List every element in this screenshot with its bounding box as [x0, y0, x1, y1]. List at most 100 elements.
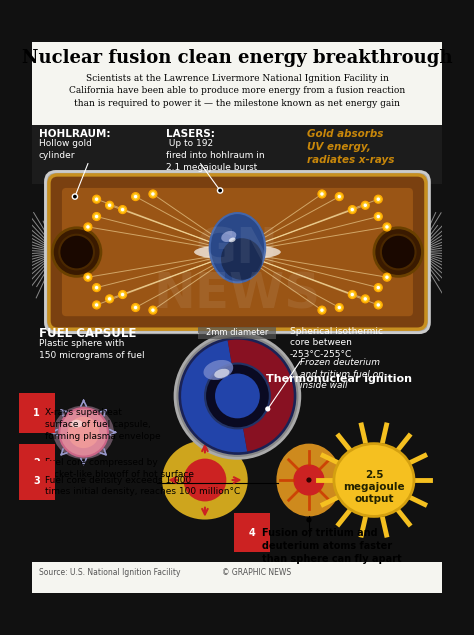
- Ellipse shape: [221, 231, 237, 242]
- Text: 4: 4: [248, 528, 255, 538]
- Ellipse shape: [210, 213, 265, 283]
- Text: 2: 2: [33, 458, 40, 469]
- Ellipse shape: [276, 444, 341, 516]
- Text: X-rays superheat
surface of fuel capsule,
forming plasma envelope: X-rays superheat surface of fuel capsule…: [46, 408, 161, 441]
- Circle shape: [84, 223, 92, 231]
- Circle shape: [376, 197, 380, 201]
- Text: © GRAPHIC NEWS: © GRAPHIC NEWS: [222, 568, 292, 577]
- Circle shape: [183, 458, 227, 502]
- Circle shape: [361, 201, 369, 209]
- Circle shape: [318, 306, 326, 314]
- Text: Thermonuclear ignition: Thermonuclear ignition: [265, 374, 411, 384]
- Circle shape: [93, 301, 100, 309]
- Circle shape: [215, 373, 260, 418]
- Circle shape: [93, 213, 100, 220]
- Circle shape: [374, 301, 382, 309]
- Circle shape: [59, 408, 108, 457]
- Ellipse shape: [162, 441, 248, 519]
- Text: Plastic sphere with
150 micrograms of fuel: Plastic sphere with 150 micrograms of fu…: [38, 338, 144, 359]
- Circle shape: [383, 273, 391, 281]
- Circle shape: [361, 295, 369, 303]
- Text: Fusion of tritium and
deuterium atoms faster
than sphere can fly apart: Fusion of tritium and deuterium atoms fa…: [262, 528, 402, 564]
- Circle shape: [351, 293, 354, 297]
- Circle shape: [364, 297, 367, 300]
- Circle shape: [336, 192, 343, 201]
- Text: Fuel core compressed by
rocket-like blowoff of hot surface: Fuel core compressed by rocket-like blow…: [46, 458, 194, 479]
- Circle shape: [134, 195, 137, 198]
- Circle shape: [376, 286, 380, 290]
- Circle shape: [132, 192, 139, 201]
- Circle shape: [385, 225, 389, 229]
- Ellipse shape: [53, 406, 114, 459]
- Ellipse shape: [203, 360, 233, 380]
- Circle shape: [121, 208, 124, 211]
- Circle shape: [306, 478, 311, 483]
- Ellipse shape: [229, 237, 236, 243]
- Circle shape: [149, 306, 157, 314]
- Wedge shape: [228, 340, 294, 451]
- Circle shape: [337, 306, 341, 309]
- Circle shape: [306, 518, 311, 523]
- Circle shape: [383, 223, 391, 231]
- Text: Source: U.S. National Ignition Facility: Source: U.S. National Ignition Facility: [38, 568, 180, 577]
- Circle shape: [374, 196, 382, 203]
- Text: LASERS:: LASERS:: [166, 129, 215, 139]
- Circle shape: [134, 306, 137, 309]
- Circle shape: [318, 190, 326, 198]
- Circle shape: [293, 464, 325, 496]
- Circle shape: [86, 276, 90, 279]
- Bar: [32, 43, 442, 124]
- FancyBboxPatch shape: [62, 188, 413, 316]
- Text: 2.5
megajoule
output: 2.5 megajoule output: [343, 470, 405, 504]
- Circle shape: [151, 309, 155, 312]
- FancyBboxPatch shape: [46, 171, 429, 333]
- Text: Up to 192
fired into hohlraum in
2.1 megajoule burst: Up to 192 fired into hohlraum in 2.1 meg…: [166, 139, 264, 172]
- Circle shape: [132, 304, 139, 311]
- Text: GN
NEWS: GN NEWS: [154, 226, 320, 318]
- Wedge shape: [181, 340, 247, 452]
- Text: Scientists at the Lawrence Livermore National Ignition Facility in
California ha: Scientists at the Lawrence Livermore Nat…: [69, 74, 405, 107]
- Circle shape: [118, 206, 127, 213]
- FancyBboxPatch shape: [49, 175, 426, 329]
- Circle shape: [108, 204, 111, 207]
- Circle shape: [84, 273, 92, 281]
- Bar: [199, 326, 276, 338]
- Circle shape: [376, 303, 380, 307]
- Text: Hollow gold
cylinder: Hollow gold cylinder: [38, 139, 91, 160]
- Circle shape: [374, 213, 382, 220]
- Circle shape: [59, 235, 94, 269]
- Circle shape: [381, 235, 416, 269]
- Circle shape: [95, 303, 98, 307]
- Circle shape: [95, 197, 98, 201]
- Ellipse shape: [334, 444, 414, 516]
- Ellipse shape: [214, 369, 229, 378]
- Circle shape: [121, 293, 124, 297]
- Circle shape: [351, 208, 354, 211]
- Circle shape: [348, 206, 356, 213]
- Circle shape: [95, 215, 98, 218]
- Circle shape: [320, 192, 324, 196]
- Text: Spherical isothermic
core between
-253°C-255°C: Spherical isothermic core between -253°C…: [290, 326, 383, 359]
- Circle shape: [364, 204, 367, 207]
- Circle shape: [108, 297, 111, 300]
- Circle shape: [320, 309, 324, 312]
- Circle shape: [106, 201, 113, 209]
- Text: FUEL CAPSULE: FUEL CAPSULE: [38, 326, 136, 340]
- Circle shape: [106, 295, 113, 303]
- Text: HOHLRAUM:: HOHLRAUM:: [38, 129, 110, 139]
- Circle shape: [151, 192, 155, 196]
- Bar: [32, 563, 442, 592]
- Circle shape: [385, 276, 389, 279]
- Circle shape: [336, 304, 343, 311]
- Text: Nuclear fusion clean energy breakthrough: Nuclear fusion clean energy breakthrough: [22, 50, 452, 67]
- Circle shape: [68, 417, 100, 448]
- Bar: [32, 124, 442, 592]
- Circle shape: [265, 406, 270, 411]
- Ellipse shape: [194, 244, 281, 260]
- Text: Gold absorbs
UV energy,
radiates x-rays: Gold absorbs UV energy, radiates x-rays: [307, 129, 394, 165]
- Circle shape: [93, 284, 100, 291]
- Circle shape: [376, 215, 380, 218]
- Circle shape: [118, 291, 127, 298]
- Circle shape: [179, 337, 296, 455]
- Ellipse shape: [71, 420, 83, 427]
